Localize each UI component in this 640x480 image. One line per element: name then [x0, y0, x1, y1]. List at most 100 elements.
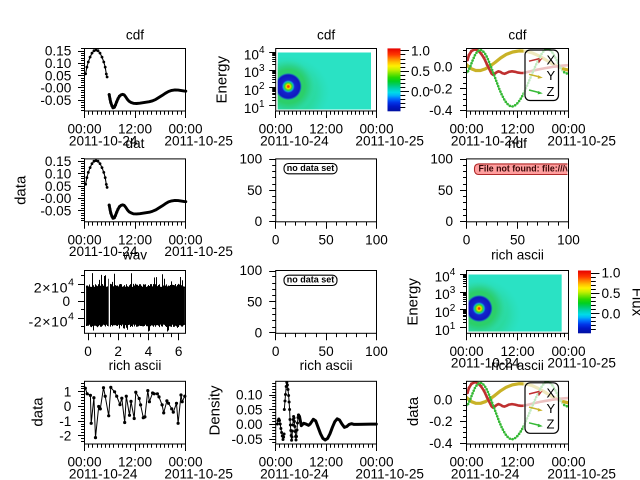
svg-text:-0.2: -0.2 [429, 414, 452, 429]
svg-text:00:00: 00:00 [67, 232, 101, 247]
svg-text:00:00: 00:00 [67, 122, 101, 137]
svg-text:0.15: 0.15 [45, 154, 71, 169]
svg-text:00:00: 00:00 [168, 455, 202, 470]
svg-text:00:00: 00:00 [449, 455, 483, 470]
svg-text:0: 0 [272, 232, 280, 247]
svg-text:2011-10-24: 2011-10-24 [69, 466, 138, 480]
svg-text:0.0: 0.0 [411, 84, 430, 99]
svg-text:Density: Density [207, 385, 224, 436]
svg-text:-0.05: -0.05 [40, 203, 71, 218]
svg-text:2011-10-24: 2011-10-24 [260, 133, 329, 148]
svg-text:100: 100 [240, 152, 263, 167]
svg-text:0.00: 0.00 [236, 417, 263, 432]
svg-text:0: 0 [445, 214, 453, 229]
svg-text:50: 50 [510, 232, 526, 247]
svg-text:2011-10-25: 2011-10-25 [547, 356, 616, 371]
svg-text:-0.05: -0.05 [232, 432, 263, 447]
svg-text:100: 100 [240, 263, 263, 278]
svg-text:0: 0 [64, 399, 72, 414]
svg-text:2011-10-24: 2011-10-24 [260, 466, 329, 480]
svg-text:00:00: 00:00 [551, 455, 585, 470]
svg-text:0: 0 [272, 344, 280, 359]
svg-text:00:00: 00:00 [359, 455, 393, 470]
svg-text:50: 50 [319, 232, 335, 247]
svg-text:2011-10-24: 2011-10-24 [69, 133, 138, 148]
svg-text:0: 0 [62, 294, 70, 309]
svg-text:0.10: 0.10 [236, 388, 263, 403]
svg-text:50: 50 [247, 183, 263, 198]
svg-text:0.0: 0.0 [434, 60, 453, 75]
svg-text:X: X [547, 385, 556, 400]
svg-text:data: data [30, 397, 47, 427]
svg-text:2011-10-25: 2011-10-25 [164, 133, 233, 148]
svg-text:12:00: 12:00 [500, 455, 534, 470]
svg-text:0: 0 [255, 214, 263, 229]
svg-text:Y: Y [547, 68, 556, 83]
svg-text:0.5: 0.5 [411, 64, 430, 79]
svg-text:00:00: 00:00 [551, 122, 585, 137]
svg-text:00:00: 00:00 [551, 344, 585, 359]
svg-text:0.0: 0.0 [602, 306, 621, 321]
svg-text:50: 50 [319, 344, 335, 359]
svg-text:0.5: 0.5 [602, 286, 621, 301]
svg-text:1.0: 1.0 [411, 44, 430, 59]
svg-text:50: 50 [247, 295, 263, 310]
svg-text:12:00: 12:00 [118, 455, 152, 470]
svg-text:00:00: 00:00 [259, 455, 293, 470]
svg-text:12:00: 12:00 [500, 344, 534, 359]
svg-text:0.0: 0.0 [434, 393, 453, 408]
svg-text:cdf: cdf [126, 28, 144, 43]
svg-text:0.05: 0.05 [236, 403, 262, 418]
svg-text:no data set: no data set [287, 275, 335, 285]
svg-text:12:00: 12:00 [118, 232, 152, 247]
svg-text:2: 2 [114, 344, 122, 359]
svg-text:2011-10-25: 2011-10-25 [355, 133, 424, 148]
svg-text:-2×104: -2×104 [28, 311, 74, 331]
svg-text:-2: -2 [59, 428, 71, 443]
svg-text:0.10: 0.10 [45, 166, 72, 181]
svg-text:Flux: Flux [629, 288, 640, 317]
svg-text:-0.4: -0.4 [429, 103, 453, 118]
svg-text:1.0: 1.0 [602, 266, 621, 281]
svg-text:100: 100 [365, 232, 388, 247]
svg-text:6: 6 [175, 344, 183, 359]
svg-text:2011-10-25: 2011-10-25 [547, 133, 616, 148]
svg-text:Z: Z [547, 84, 555, 99]
svg-text:00:00: 00:00 [359, 122, 393, 137]
svg-text:100: 100 [430, 152, 453, 167]
svg-text:data: data [405, 396, 422, 426]
svg-text:-0.2: -0.2 [429, 82, 452, 97]
svg-text:1: 1 [64, 385, 72, 400]
svg-text:4: 4 [145, 344, 153, 359]
svg-text:no data set: no data set [287, 163, 335, 173]
svg-text:0.10: 0.10 [45, 56, 72, 71]
svg-text:00:00: 00:00 [449, 122, 483, 137]
svg-text:0.05: 0.05 [45, 68, 71, 83]
svg-text:rich ascii: rich ascii [300, 358, 353, 373]
svg-text:dat: dat [126, 136, 145, 151]
svg-text:ndf: ndf [508, 136, 527, 151]
svg-text:00:00: 00:00 [449, 344, 483, 359]
svg-text:12:00: 12:00 [118, 122, 152, 137]
svg-text:Y: Y [547, 401, 556, 416]
svg-text:2×104: 2×104 [34, 277, 74, 297]
svg-text:0: 0 [463, 232, 471, 247]
svg-text:2011-10-25: 2011-10-25 [355, 466, 424, 480]
svg-text:2011-10-24: 2011-10-24 [451, 133, 520, 148]
svg-text:-0.4: -0.4 [429, 436, 453, 451]
svg-text:File not found: file:///ve: File not found: file:///ve [479, 164, 575, 174]
svg-text:rich ascii: rich ascii [491, 358, 544, 373]
svg-text:12:00: 12:00 [309, 455, 343, 470]
svg-text:cdf: cdf [508, 28, 526, 43]
svg-text:2011-10-24: 2011-10-24 [69, 244, 138, 259]
svg-text:50: 50 [438, 183, 454, 198]
svg-text:0: 0 [84, 344, 92, 359]
svg-text:Energy: Energy [405, 278, 422, 326]
svg-text:12:00: 12:00 [500, 122, 534, 137]
svg-text:-0.00: -0.00 [40, 81, 71, 96]
svg-text:0.15: 0.15 [45, 44, 71, 59]
svg-text:00:00: 00:00 [259, 122, 293, 137]
svg-text:100: 100 [365, 344, 388, 359]
svg-text:X: X [547, 53, 556, 68]
svg-text:2011-10-25: 2011-10-25 [164, 244, 233, 259]
